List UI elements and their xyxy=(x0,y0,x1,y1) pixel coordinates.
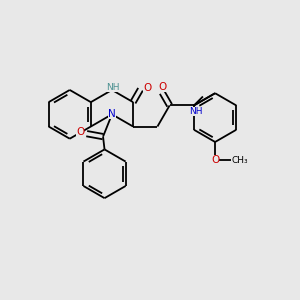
Text: O: O xyxy=(211,155,219,165)
Text: CH₃: CH₃ xyxy=(232,156,248,165)
Text: N: N xyxy=(108,109,116,119)
Text: O: O xyxy=(76,127,84,137)
Text: O: O xyxy=(158,82,166,92)
Text: O: O xyxy=(143,83,151,93)
Text: NH: NH xyxy=(189,107,202,116)
Text: NH: NH xyxy=(106,83,120,92)
